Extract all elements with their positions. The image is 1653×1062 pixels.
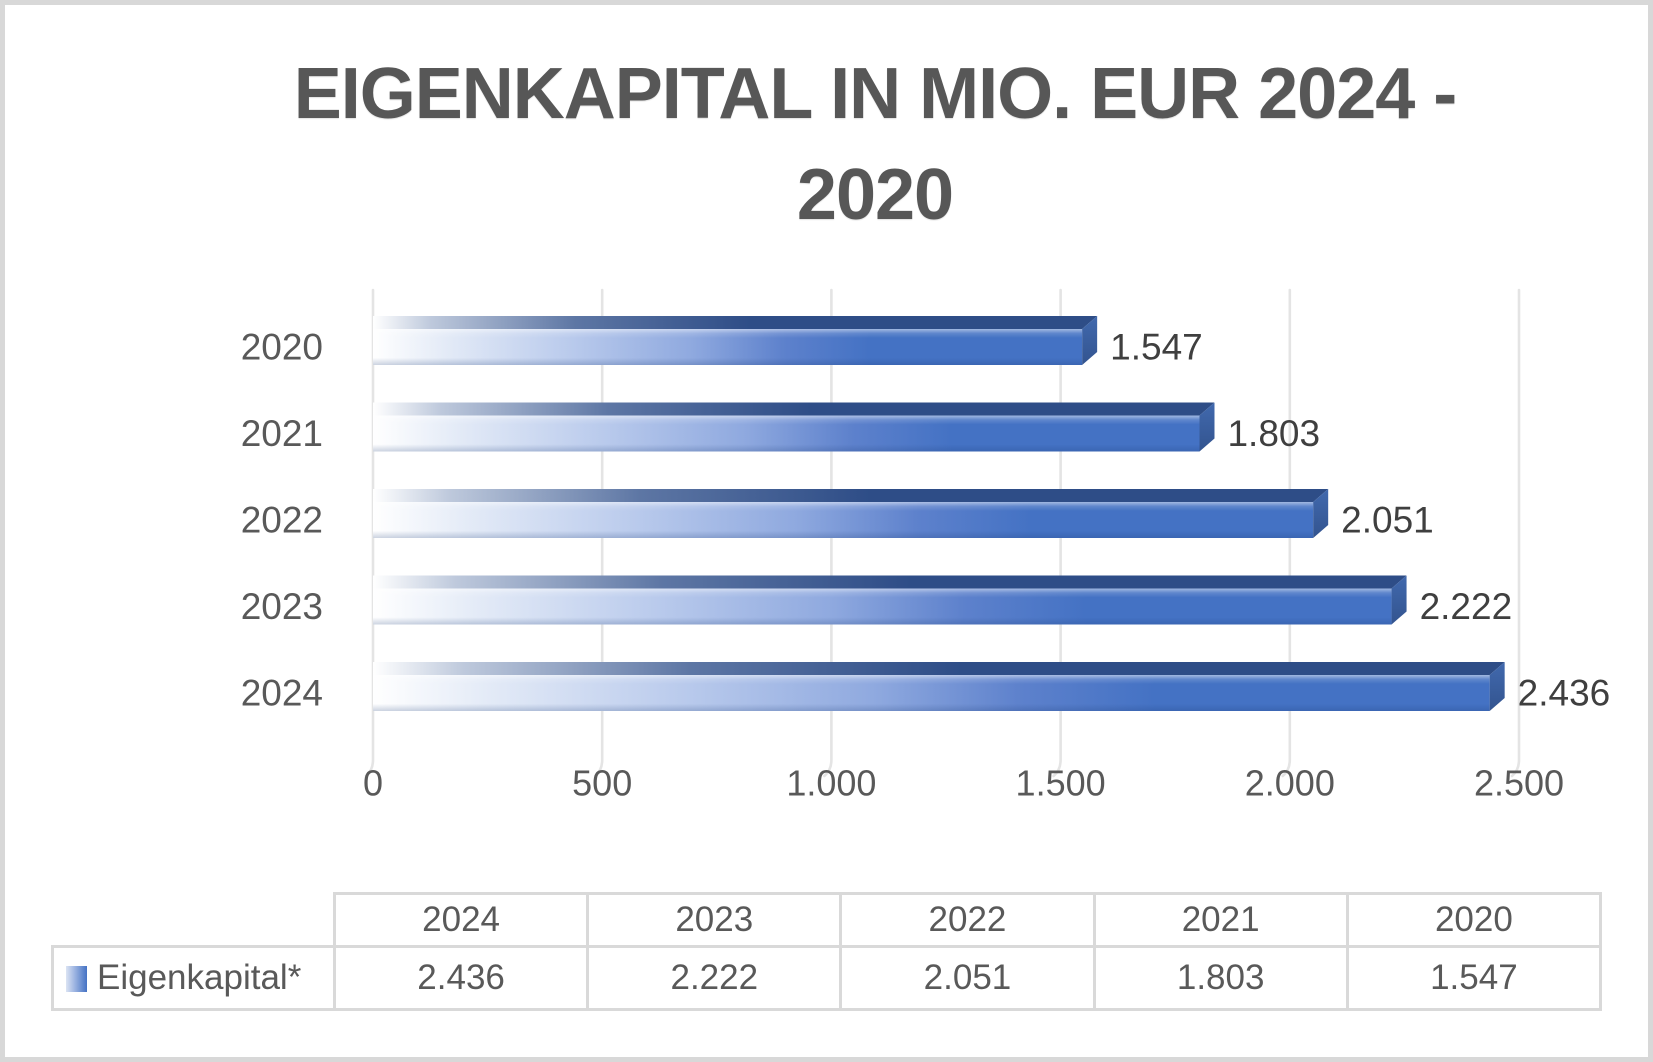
gridlines	[364, 288, 1521, 778]
bar-value-label: 2.222	[1420, 586, 1513, 627]
table-value-2024: 2.436	[332, 945, 590, 1011]
table-value-2022: 2.051	[839, 945, 1096, 1011]
table-corner-cell	[53, 894, 335, 947]
x-tick-label: 0	[363, 763, 383, 804]
category-label: 2021	[241, 413, 323, 454]
table-header-2023: 2023	[586, 892, 843, 948]
chart-data-table: 2024 2023 2022 2021 2020 Eigenkapital* 2.436…	[51, 892, 1603, 1011]
category-label: 2022	[241, 500, 323, 541]
bar-2020[interactable]	[373, 316, 1098, 365]
table-header-2020: 2020	[1345, 892, 1603, 948]
bar-value-label: 1.547	[1110, 327, 1203, 368]
category-label: 2024	[241, 673, 323, 714]
category-label: 2023	[241, 586, 323, 627]
bar-2022[interactable]	[373, 489, 1329, 538]
series-legend-label: Eigenkapital*	[97, 958, 302, 997]
data-table-value-row: Eigenkapital* 2.436 2.222 2.051 1.803 1.547	[51, 945, 1603, 1011]
x-tick-label: 2.500	[1474, 763, 1564, 804]
bar-2023[interactable]	[373, 575, 1407, 625]
table-header-2024: 2024	[332, 892, 590, 948]
data-table-header-row: 2024 2023 2022 2021 2020	[53, 892, 1603, 948]
table-header-2021: 2021	[1092, 892, 1349, 948]
bar-value-label: 1.803	[1227, 413, 1320, 454]
equity-bar-chart: 2020 1.547 2021 1.803 2022 2.051 2023 2.222 2024…	[241, 288, 1611, 804]
table-header-2022: 2022	[839, 892, 1096, 948]
gridline	[364, 288, 375, 778]
x-tick-label: 2.000	[1245, 763, 1335, 804]
table-value-2023: 2.222	[586, 945, 843, 1011]
bar-value-label: 2.051	[1341, 500, 1434, 541]
table-value-2021: 1.803	[1092, 945, 1349, 1011]
chart-title: EIGENKAPITAL IN MIO. EUR 2024 - 2020	[293, 54, 1458, 235]
bar-2021[interactable]	[373, 402, 1215, 452]
legend-color-swatch-icon	[66, 966, 87, 992]
gridline	[1052, 288, 1062, 778]
gridline	[1281, 288, 1292, 778]
bar-2024[interactable]	[373, 662, 1505, 711]
gridline	[823, 288, 833, 778]
legend-cell: Eigenkapital*	[51, 945, 336, 1011]
bar-value-label: 2.436	[1518, 673, 1611, 714]
x-tick-label: 500	[572, 763, 632, 804]
gridline	[593, 288, 604, 778]
table-value-2020: 1.547	[1345, 945, 1603, 1011]
x-tick-label: 1.500	[1016, 763, 1106, 804]
x-tick-label: 1.000	[786, 763, 876, 804]
gridline	[1510, 288, 1521, 778]
category-label: 2020	[241, 327, 323, 368]
